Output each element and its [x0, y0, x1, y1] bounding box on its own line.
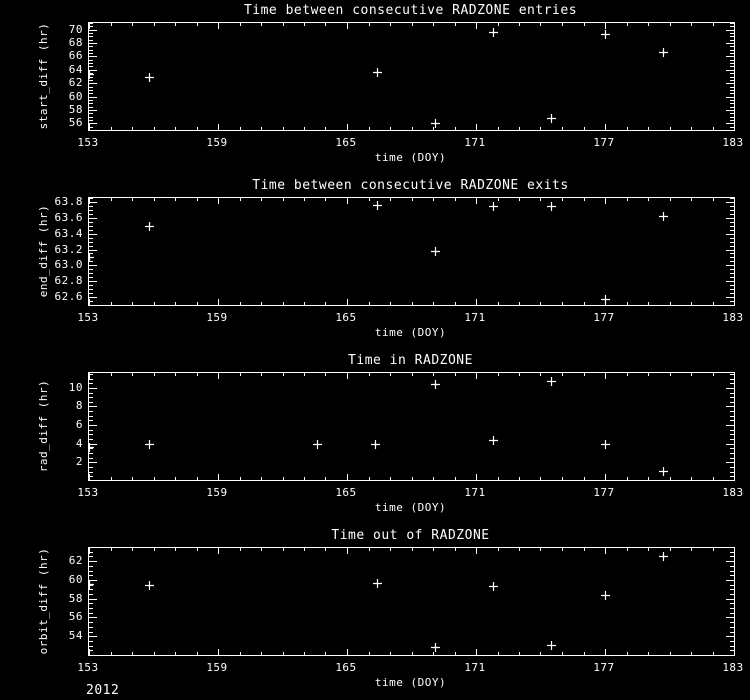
x-tick-label: 177: [593, 311, 615, 324]
x-tick-label: 177: [593, 486, 615, 499]
x-tick-label: 153: [77, 486, 99, 499]
plot-svg: [89, 373, 734, 480]
y-tick-label: 63.6: [54, 211, 83, 224]
year-label: 2012: [86, 683, 120, 698]
y-tick-label: 62: [68, 554, 83, 567]
x-tick-label: 153: [77, 136, 99, 149]
x-tick-label: 159: [206, 136, 228, 149]
y-tick-label: 62.8: [54, 274, 83, 287]
axis-major-ticks: [89, 548, 734, 655]
chart-panel-2: Time between consecutive RADZONE exits en…: [0, 175, 750, 350]
y-tick-label: 6: [75, 418, 83, 431]
x-tick-label: 183: [722, 486, 744, 499]
plot-box: [88, 547, 735, 656]
x-axis-label: time (DOY): [374, 676, 447, 689]
plot-box: [88, 372, 735, 481]
x-tick-label: 177: [593, 136, 615, 149]
y-tick-label: 60: [68, 90, 83, 103]
y-tick-label: 58: [68, 592, 83, 605]
chart-title: Time between consecutive RADZONE exits: [252, 178, 569, 193]
x-tick-label: 171: [464, 486, 486, 499]
x-tick-label: 159: [206, 661, 228, 674]
y-tick-label: 63.2: [54, 243, 83, 256]
chart-panel-4: Time out of RADZONE orbit_diff (hr) 54 56 58…: [0, 525, 750, 700]
y-tick-label: 63.4: [54, 227, 83, 240]
x-tick-label: 159: [206, 486, 228, 499]
y-tick-label: 70: [68, 23, 83, 36]
x-tick-label: 171: [464, 311, 486, 324]
x-axis-label: time (DOY): [374, 501, 447, 514]
y-tick-label: 62.6: [54, 290, 83, 303]
y-tick-label: 58: [68, 103, 83, 116]
chart-panel-3: Time in RADZONE rad_diff (hr) 2 4 6 8 10 153 159…: [0, 350, 750, 525]
x-tick-label: 183: [722, 311, 744, 324]
x-tick-label: 165: [335, 136, 357, 149]
x-tick-label: 165: [335, 486, 357, 499]
x-axis-label: time (DOY): [374, 326, 447, 339]
x-tick-label: 177: [593, 661, 615, 674]
y-tick-label: 63.8: [54, 195, 83, 208]
axis-major-ticks: [89, 373, 734, 480]
axis-minor-ticks: [89, 373, 734, 480]
plot-box: [88, 22, 735, 131]
plot-svg: [89, 198, 734, 305]
x-axis-label: time (DOY): [374, 151, 447, 164]
y-tick-label: 68: [68, 36, 83, 49]
y-tick-label: 2: [75, 455, 83, 468]
plot-box: [88, 197, 735, 306]
x-tick-label: 183: [722, 661, 744, 674]
y-tick-label: 8: [75, 399, 83, 412]
x-tick-label: 183: [722, 136, 744, 149]
plot-svg: [89, 548, 734, 655]
axis-major-ticks: [89, 198, 734, 305]
x-tick-label: 153: [77, 311, 99, 324]
y-tick-label: 62: [68, 76, 83, 89]
y-tick-label: 54: [68, 629, 83, 642]
plot-svg: [89, 23, 734, 130]
x-tick-label: 153: [77, 661, 99, 674]
y-tick-label: 66: [68, 49, 83, 62]
data-points: [89, 201, 668, 304]
data-points: [89, 377, 668, 476]
x-tick-label: 165: [335, 311, 357, 324]
chart-title: Time between consecutive RADZONE entries: [243, 3, 578, 18]
axis-minor-ticks: [89, 548, 734, 655]
y-tick-label: 10: [68, 381, 83, 394]
x-tick-label: 165: [335, 661, 357, 674]
axis-major-ticks: [89, 23, 734, 130]
x-tick-label: 159: [206, 311, 228, 324]
data-points: [89, 552, 668, 652]
chart-panel-1: Time between consecutive RADZONE entries…: [0, 0, 750, 175]
x-tick-label: 171: [464, 136, 486, 149]
y-tick-label: 60: [68, 573, 83, 586]
y-tick-label: 63.0: [54, 258, 83, 271]
y-tick-label: 56: [68, 610, 83, 623]
y-tick-label: 4: [75, 437, 83, 450]
axis-minor-ticks: [89, 198, 734, 305]
y-tick-label: 64: [68, 63, 83, 76]
data-points: [89, 28, 668, 128]
chart-title: Time in RADZONE: [348, 353, 473, 368]
x-tick-label: 171: [464, 661, 486, 674]
axis-minor-ticks: [89, 23, 734, 130]
y-tick-label: 56: [68, 116, 83, 129]
chart-title: Time out of RADZONE: [331, 528, 490, 543]
